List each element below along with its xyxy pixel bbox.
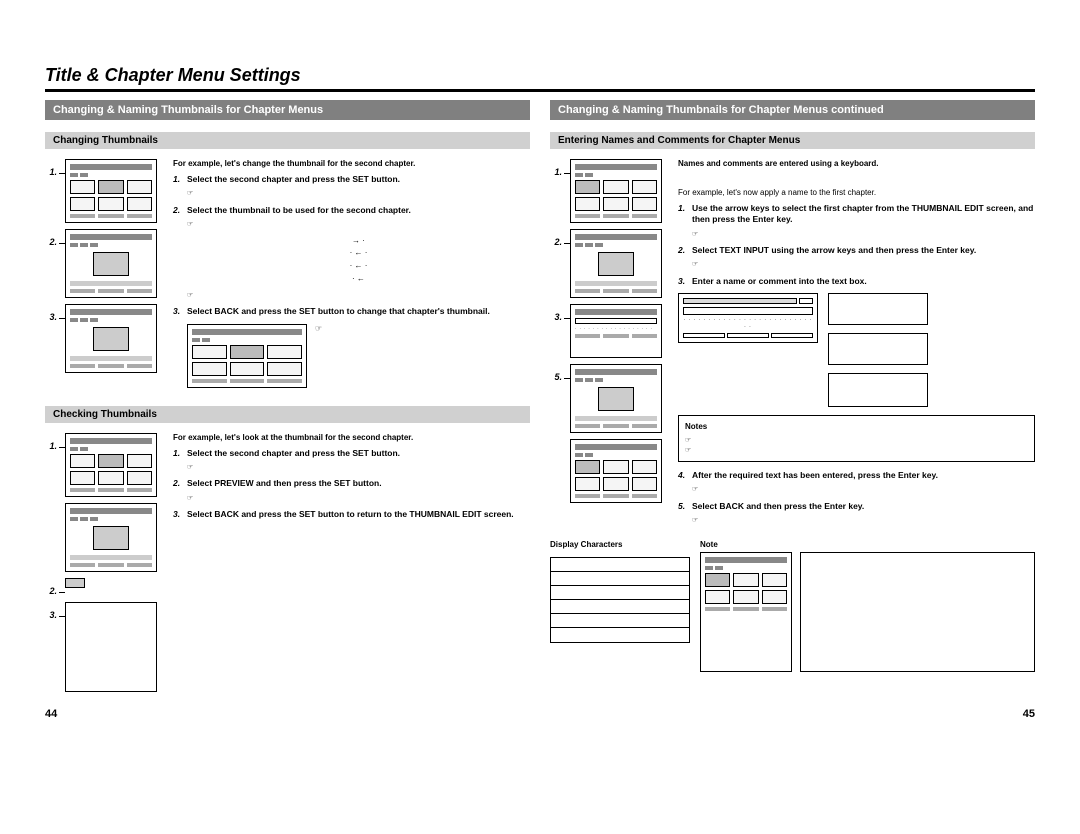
blank-screen (65, 602, 157, 692)
diag-num: 3. (550, 304, 564, 322)
mini-screen-2 (65, 229, 157, 298)
diag-num: 3. (45, 602, 59, 620)
right-section-header: Changing & Naming Thumbnails for Chapter… (550, 100, 1035, 120)
display-characters-table (550, 557, 690, 643)
diag-num: 2. (45, 578, 59, 596)
page-title: Title & Chapter Menu Settings (45, 65, 1035, 92)
entering-intro1: Names and comments are entered using a k… (678, 159, 1035, 170)
mini-screen-r6 (570, 439, 662, 503)
note-text-box (800, 552, 1035, 672)
changing-diagram-stack: 1. 2. (45, 159, 165, 379)
display-characters-row: Display Characters Note (550, 540, 1035, 672)
entering-intro2: For example, let's now apply a name to t… (678, 188, 1035, 199)
ref-icon (692, 230, 1035, 239)
mini-screen-r1 (570, 159, 662, 223)
diag-num (45, 503, 59, 511)
notes-box: Notes (678, 415, 1035, 462)
page-num-right: 45 (1023, 708, 1035, 720)
ref-icon (315, 324, 324, 335)
mini-screen-3 (65, 304, 157, 373)
diag-num: 1. (45, 159, 59, 177)
diag-num: 2. (45, 229, 59, 247)
entering-content: 1. 2. (550, 159, 1035, 532)
mini-screen-c1 (65, 433, 157, 497)
page-numbers: 44 45 (45, 708, 1035, 720)
note-mini-screen (700, 552, 792, 672)
entering-text: Names and comments are entered using a k… (678, 159, 1035, 532)
callout-box (828, 293, 928, 325)
diag-num (550, 439, 564, 447)
right-column: Changing & Naming Thumbnails for Chapter… (550, 100, 1035, 698)
diag-num: 5. (550, 364, 564, 382)
changing-text: For example, let's change the thumbnail … (173, 159, 530, 398)
left-section-header: Changing & Naming Thumbnails for Chapter… (45, 100, 530, 120)
ref-icon (692, 516, 1035, 525)
ref-icon (692, 260, 1035, 269)
entering-names-header: Entering Names and Comments for Chapter … (550, 132, 1035, 149)
changing-thumbnails-content: 1. 2. (45, 159, 530, 398)
ref-icon (187, 220, 530, 229)
checking-thumbnails-content: 1. (45, 433, 530, 698)
ref-icon (187, 463, 530, 472)
page-num-left: 44 (45, 708, 57, 720)
ref-icon (187, 494, 530, 503)
checking-intro: For example, let's look at the thumbnail… (173, 433, 530, 444)
text-input-diagram: · · · · · · · · · · · · · · · · · · · · … (678, 293, 818, 343)
diag-num: 1. (550, 159, 564, 177)
callout-box (828, 333, 928, 365)
note-title: Note (700, 540, 1035, 549)
ref-icon (187, 189, 530, 198)
changing-thumbnails-header: Changing Thumbnails (45, 132, 530, 149)
mid-screen (187, 324, 307, 388)
diag-num: 1. (45, 433, 59, 451)
left-column: Changing & Naming Thumbnails for Chapter… (45, 100, 530, 698)
mini-screen-c2 (65, 503, 157, 572)
mini-screen-r2 (570, 229, 662, 298)
ref-icon (692, 485, 1035, 494)
diag-num: 2. (550, 229, 564, 247)
changing-intro: For example, let's change the thumbnail … (173, 159, 530, 170)
checking-diagram-stack: 1. (45, 433, 165, 698)
checking-thumbnails-header: Checking Thumbnails (45, 406, 530, 423)
mini-screen-r3: · · · · · · · · · · · · · · · · · · (570, 304, 662, 358)
diag-num: 3. (45, 304, 59, 322)
checking-text: For example, let's look at the thumbnail… (173, 433, 530, 525)
mini-screen-r5 (570, 364, 662, 433)
small-box (65, 578, 85, 588)
mini-screen-1 (65, 159, 157, 223)
callout-box (828, 373, 928, 407)
ref-icon (187, 291, 530, 300)
entering-diagram-stack: 1. 2. (550, 159, 670, 509)
display-characters-title: Display Characters (550, 540, 690, 549)
two-column-layout: Changing & Naming Thumbnails for Chapter… (45, 100, 1035, 698)
